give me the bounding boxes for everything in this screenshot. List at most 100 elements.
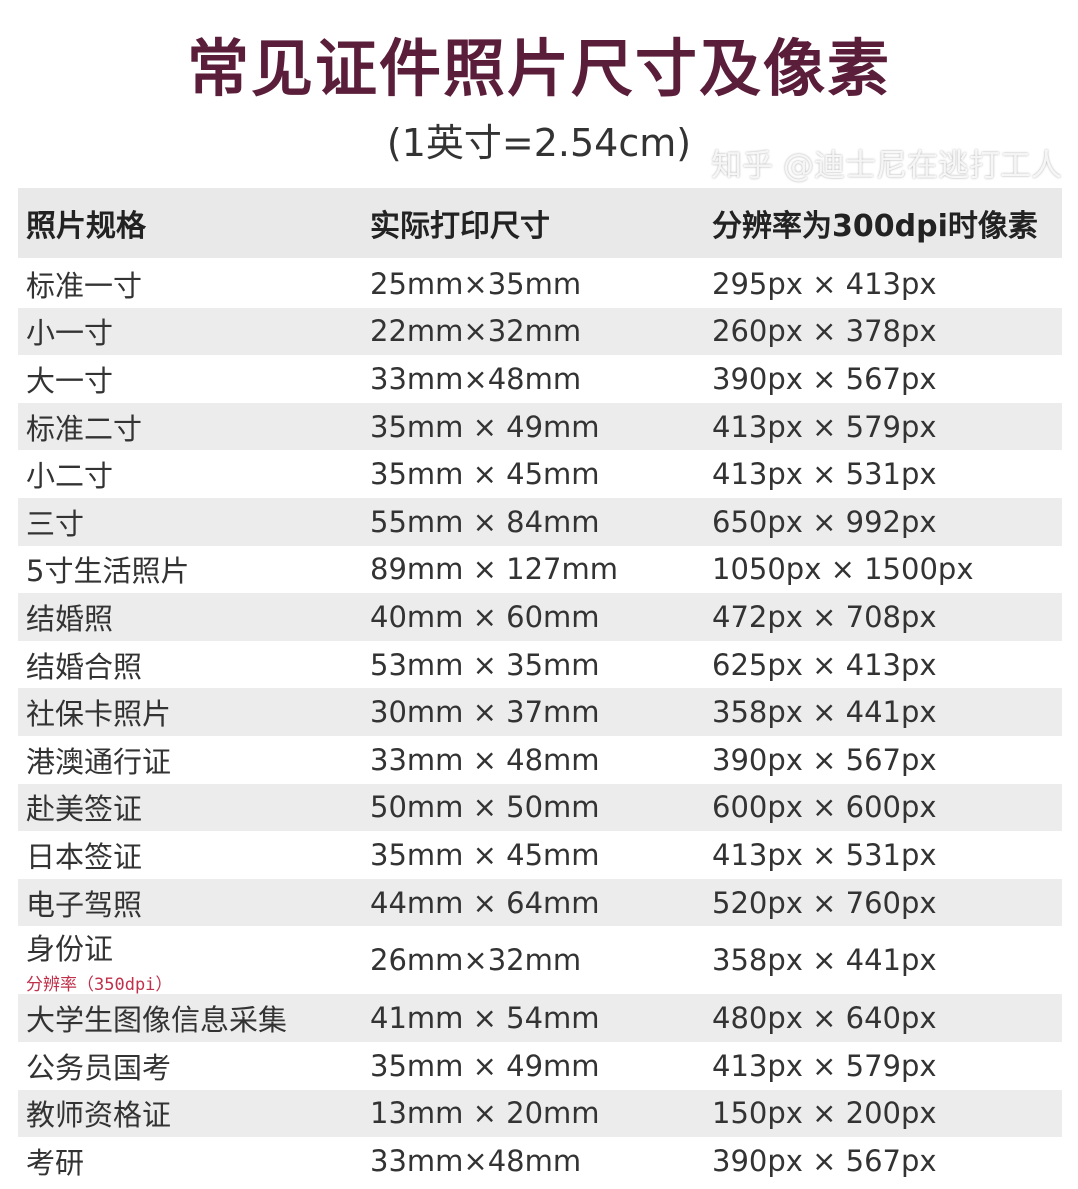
table-row: 标准二寸 35mm × 49mm 413px × 579px xyxy=(18,402,1062,451)
table-row: 小一寸 22mm×32mm 260px × 378px xyxy=(18,307,1062,356)
photo-size-table: 照片规格 实际打印尺寸 分辨率为300dpi时像素 标准一寸 25mm×35mm 2… xyxy=(18,188,1062,1185)
cell-pixels: 260px × 378px xyxy=(712,314,937,349)
cell-pixels: 150px × 200px xyxy=(712,1096,937,1131)
cell-spec: 5寸生活照片 xyxy=(18,548,370,590)
cell-pixels: 295px × 413px xyxy=(712,266,937,301)
table-row: 结婚合照 53mm × 35mm 625px × 413px xyxy=(18,641,1062,689)
cell-print-size: 35mm × 45mm xyxy=(370,457,600,492)
spec-name: 结婚合照 xyxy=(26,649,143,684)
table-row: 赴美签证 50mm × 50mm 600px × 600px xyxy=(18,783,1062,832)
table-row: 考研 33mm×48mm 390px × 567px xyxy=(18,1137,1062,1185)
cell-print-size: 50mm × 50mm xyxy=(370,790,600,825)
spec-note: 分辨率（350dpi） xyxy=(26,974,173,995)
cell-pixels: 358px × 441px xyxy=(712,943,937,978)
cell-pixels: 413px × 579px xyxy=(712,409,937,444)
table-row: 5寸生活照片 89mm × 127mm 1050px × 1500px xyxy=(18,546,1062,594)
cell-pixels: 625px × 413px xyxy=(712,647,937,682)
cell-pixels: 390px × 567px xyxy=(712,1143,937,1178)
cell-spec: 身份证分辨率（350dpi） xyxy=(18,926,370,995)
cell-pixels: 390px × 567px xyxy=(712,742,937,777)
cell-print-size: 55mm × 84mm xyxy=(370,504,600,539)
cell-spec: 大一寸 xyxy=(18,358,370,400)
header-spec: 照片规格 xyxy=(26,209,146,244)
cell-spec: 考研 xyxy=(18,1140,370,1182)
table-header: 照片规格 实际打印尺寸 分辨率为300dpi时像素 xyxy=(18,188,1062,258)
spec-name: 大一寸 xyxy=(26,363,114,398)
cell-print-size: 35mm × 49mm xyxy=(370,409,600,444)
cell-spec: 电子驾照 xyxy=(18,882,370,924)
cell-pixels: 1050px × 1500px xyxy=(712,552,974,587)
watermark: 知乎 @迪士尼在逃打工人 xyxy=(711,148,1062,184)
cell-spec: 小二寸 xyxy=(18,453,370,495)
table-row: 公务员国考 35mm × 49mm 413px × 579px xyxy=(18,1042,1062,1090)
table-row: 大学生图像信息采集 41mm × 54mm 480px × 640px xyxy=(18,994,1062,1042)
cell-print-size: 53mm × 35mm xyxy=(370,647,600,682)
page-subtitle: (1英寸=2.54cm) xyxy=(386,121,692,165)
cell-pixels: 472px × 708px xyxy=(712,599,937,634)
cell-spec: 结婚合照 xyxy=(18,644,370,686)
header-pixels: 分辨率为300dpi时像素 xyxy=(712,209,1038,244)
cell-print-size: 40mm × 60mm xyxy=(370,599,600,634)
cell-spec: 大学生图像信息采集 xyxy=(18,997,370,1039)
cell-print-size: 25mm×35mm xyxy=(370,266,582,301)
cell-spec: 标准一寸 xyxy=(18,263,370,305)
table-row: 教师资格证 13mm × 20mm 150px × 200px xyxy=(18,1089,1062,1138)
spec-name: 考研 xyxy=(26,1145,85,1180)
cell-pixels: 413px × 531px xyxy=(712,837,937,872)
spec-name: 标准一寸 xyxy=(26,268,143,303)
spec-name: 电子驾照 xyxy=(26,887,143,922)
table-row: 日本签证 35mm × 45mm 413px × 531px xyxy=(18,831,1062,879)
cell-spec: 日本签证 xyxy=(18,834,370,876)
cell-pixels: 600px × 600px xyxy=(712,790,937,825)
cell-pixels: 413px × 531px xyxy=(712,457,937,492)
cell-spec: 社保卡照片 xyxy=(18,691,370,733)
cell-pixels: 480px × 640px xyxy=(712,1001,937,1036)
spec-name: 日本签证 xyxy=(26,839,143,874)
cell-spec: 三寸 xyxy=(18,501,370,543)
spec-name: 小一寸 xyxy=(26,316,114,351)
cell-pixels: 520px × 760px xyxy=(712,885,937,920)
table-row: 身份证 分辨率（350dpi） 26mm×32mm 358px × 441px xyxy=(18,926,1062,995)
spec-name: 教师资格证 xyxy=(26,1098,172,1133)
spec-name: 赴美签证 xyxy=(26,792,143,827)
cell-print-size: 41mm × 54mm xyxy=(370,1001,600,1036)
cell-pixels: 390px × 567px xyxy=(712,361,937,396)
cell-spec: 标准二寸 xyxy=(18,406,370,448)
header-print-size: 实际打印尺寸 xyxy=(370,209,550,244)
spec-name: 5寸生活照片 xyxy=(26,554,190,589)
cell-spec: 小一寸 xyxy=(18,310,370,352)
spec-name: 港澳通行证 xyxy=(26,744,172,779)
spec-name: 小二寸 xyxy=(26,459,114,494)
cell-print-size: 35mm × 49mm xyxy=(370,1048,600,1083)
cell-spec: 教师资格证 xyxy=(18,1092,370,1134)
table-row: 大一寸 33mm×48mm 390px × 567px xyxy=(18,355,1062,403)
spec-name: 三寸 xyxy=(26,506,85,541)
cell-spec: 港澳通行证 xyxy=(18,739,370,781)
cell-spec: 赴美签证 xyxy=(18,786,370,828)
spec-name: 身份证 xyxy=(26,931,114,966)
cell-print-size: 30mm × 37mm xyxy=(370,695,600,730)
table-row: 社保卡照片 30mm × 37mm 358px × 441px xyxy=(18,688,1062,736)
cell-print-size: 33mm×48mm xyxy=(370,361,582,396)
spec-name: 标准二寸 xyxy=(26,411,143,446)
cell-print-size: 33mm×48mm xyxy=(370,1143,582,1178)
cell-spec: 公务员国考 xyxy=(18,1045,370,1087)
cell-pixels: 358px × 441px xyxy=(712,695,937,730)
spec-name: 公务员国考 xyxy=(26,1050,172,1085)
cell-pixels: 413px × 579px xyxy=(712,1048,937,1083)
table-row: 港澳通行证 33mm × 48mm 390px × 567px xyxy=(18,736,1062,784)
table-row: 电子驾照 44mm × 64mm 520px × 760px xyxy=(18,878,1062,927)
table-row: 小二寸 35mm × 45mm 413px × 531px xyxy=(18,450,1062,498)
cell-pixels: 650px × 992px xyxy=(712,504,937,539)
spec-name: 大学生图像信息采集 xyxy=(26,1003,288,1038)
table-row: 三寸 55mm × 84mm 650px × 992px xyxy=(18,497,1062,546)
cell-print-size: 89mm × 127mm xyxy=(370,552,618,587)
cell-print-size: 44mm × 64mm xyxy=(370,885,600,920)
cell-print-size: 22mm×32mm xyxy=(370,314,582,349)
cell-print-size: 35mm × 45mm xyxy=(370,837,600,872)
cell-print-size: 33mm × 48mm xyxy=(370,742,600,777)
spec-name: 结婚照 xyxy=(26,601,114,636)
spec-name: 社保卡照片 xyxy=(26,697,172,732)
cell-print-size: 26mm×32mm xyxy=(370,943,582,978)
page-title: 常见证件照片尺寸及像素 xyxy=(186,32,891,105)
